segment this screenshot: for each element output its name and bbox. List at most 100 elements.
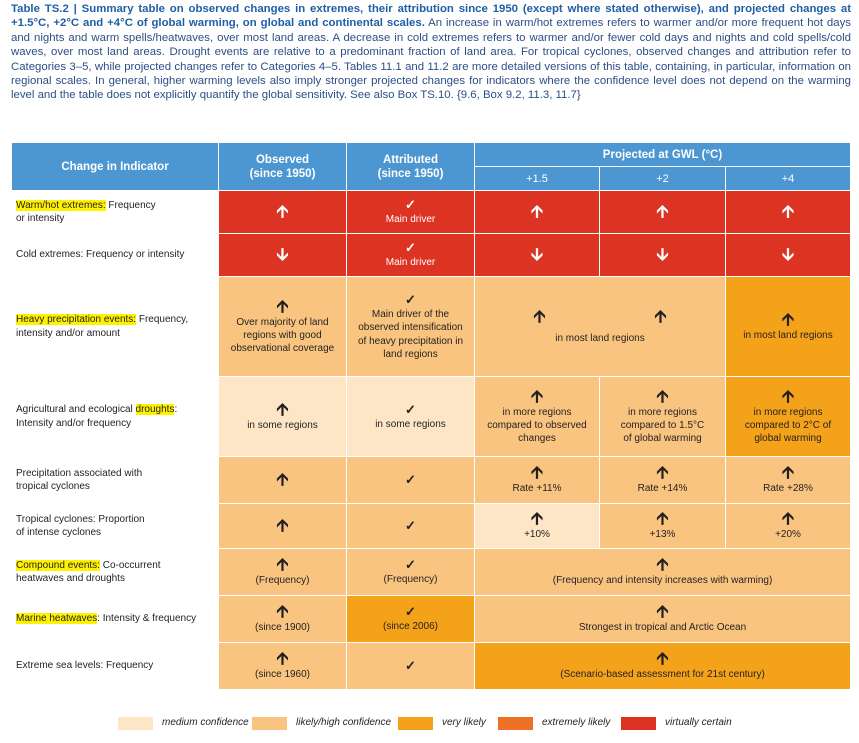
cell-observed: 🡩 [218, 503, 347, 549]
check-icon: ✓ [405, 240, 416, 256]
cell-attributed: ✓ in some regions [346, 376, 475, 457]
header-attributed: Attributed (since 1950) [346, 142, 475, 191]
arrow-up-icon: 🡩 [276, 202, 289, 221]
cell-gwl-4: 🡩 in most land regions [724, 276, 852, 377]
cell-gwl-2: 🡩 +13% [599, 503, 726, 549]
arrow-up-icon: 🡩 [656, 463, 669, 483]
cell-attributed: ✓ [346, 503, 475, 549]
row-heavy-precipitation: Heavy precipitation events: Frequency, in… [11, 276, 852, 377]
cell-gwl-2: 🡩 [599, 190, 726, 234]
arrow-down-icon: 🡫 [530, 245, 544, 264]
cell-gwl-4: 🡩 +20% [724, 503, 852, 549]
arrow-up-icon: 🡩 [276, 470, 289, 489]
confidence-legend: medium confidence likely/high confidence… [118, 716, 858, 732]
header-change-in-indicator: Change in Indicator [11, 142, 219, 191]
cell-gwl-4: 🡩 Rate +28% [724, 456, 852, 504]
header-gwl-2: +2 [599, 166, 726, 191]
arrow-up-icon: 🡩 [656, 386, 669, 406]
cell-observed: 🡩 (Frequency) [218, 548, 347, 596]
row-label: Tropical cyclones: Proportion of intense … [11, 503, 219, 549]
arrow-up-icon: 🡩 [530, 386, 544, 406]
arrow-up-icon: 🡩 [656, 555, 669, 575]
check-icon: ✓ [405, 401, 416, 417]
arrow-up-icon: 🡩 [781, 309, 795, 329]
check-icon: ✓ [405, 557, 416, 573]
cell-projected: 🡩 (Frequency and intensity increases with… [473, 548, 852, 596]
check-icon: ✓ [405, 197, 416, 213]
arrow-up-icon: 🡩 [781, 463, 795, 483]
cell-attributed: ✓ [346, 642, 475, 690]
cell-projected: 🡩 (Scenario-based assessment for 21st cen… [473, 642, 852, 690]
check-icon: ✓ [405, 472, 416, 487]
arrow-up-icon: 🡩 [656, 602, 669, 622]
cell-gwl-1-5: 🡩 [474, 190, 600, 234]
cell-gwl-2: 🡩 Rate +14% [599, 456, 726, 504]
row-tc-precipitation: Precipitation associated with tropical cy… [11, 456, 852, 504]
row-label: Compound events: Co-occurrent heatwaves a… [11, 548, 219, 596]
cell-gwl-4: 🡩 in more regions compared to 2°C of global… [724, 376, 852, 457]
arrow-up-icon: 🡩 [781, 386, 795, 406]
header-gwl-1-5: +1.5 [474, 166, 600, 191]
legend-swatch [118, 717, 153, 730]
row-extreme-sea-levels: Extreme sea levels: Frequency 🡩 (since 19… [11, 642, 852, 690]
cell-observed: 🡩 Over majority of land regions with good o… [218, 276, 347, 377]
row-tc-proportion: Tropical cyclones: Proportion of intense … [11, 503, 852, 549]
row-label: Marine heatwaves: Intensity & frequency [11, 595, 219, 643]
cell-attributed: ✓ Main driver [346, 233, 475, 277]
caption-title: Table TS.2 | Summary table on observed c… [11, 3, 851, 30]
cell-gwl-1-5: 🡩 Rate +11% [474, 456, 600, 504]
check-icon: ✓ [405, 604, 416, 620]
cell-gwl-1-5-and-2: 🡩 🡩 in most land regions [474, 276, 726, 377]
summary-table: Change in Indicator Observed (since 1950)… [11, 142, 852, 690]
header-projected-gwl: Projected at GWL (°C) [473, 142, 852, 167]
arrow-up-icon: 🡩 [276, 555, 289, 575]
row-label: Heavy precipitation events: Frequency, in… [11, 276, 219, 377]
cell-gwl-1-5: 🡩 +10% [474, 503, 600, 549]
cell-observed: 🡫 [218, 233, 347, 277]
arrow-up-icon: 🡩 [276, 649, 289, 669]
cell-gwl-2: 🡩 in more regions compared to 1.5°C of glob… [599, 376, 726, 457]
arrow-up-icon: 🡩 [276, 516, 289, 535]
row-compound-events: Compound events: Co-occurrent heatwaves a… [11, 548, 852, 596]
cell-observed: 🡩 [218, 190, 347, 234]
arrow-up-icon: 🡩 [276, 296, 289, 316]
arrow-up-icon: 🡩 [656, 509, 669, 529]
row-label: Warm/hot extremes: Frequency or intensity [11, 190, 219, 234]
cell-observed: 🡩 [218, 456, 347, 504]
table-caption: Table TS.2 | Summary table on observed c… [11, 2, 851, 103]
row-marine-heatwaves: Marine heatwaves: Intensity & frequency … [11, 595, 852, 643]
arrow-up-icon: 🡩 [781, 509, 795, 529]
row-label: Precipitation associated with tropical cy… [11, 456, 219, 504]
row-cold-extremes: Cold extremes: Frequency or intensity 🡫 … [11, 233, 852, 277]
arrow-up-icon: 🡩 [276, 602, 289, 622]
arrow-up-icon: 🡩 [530, 463, 544, 483]
arrow-up-icon: 🡩 [656, 202, 669, 221]
cell-projected: 🡩 Strongest in tropical and Arctic Ocean [473, 595, 852, 643]
cell-attributed: ✓ (Frequency) [346, 548, 475, 596]
row-droughts: Agricultural and ecological droughts: Int… [11, 376, 852, 457]
cell-gwl-1-5: 🡫 [474, 233, 600, 277]
cell-observed: 🡩 in some regions [218, 376, 347, 457]
row-label: Extreme sea levels: Frequency [11, 642, 219, 690]
cell-gwl-2: 🡫 [599, 233, 726, 277]
row-warm-hot-extremes: Warm/hot extremes: Frequency or intensity… [11, 190, 852, 234]
check-icon: ✓ [405, 658, 416, 673]
arrow-down-icon: 🡫 [656, 245, 669, 264]
check-icon: ✓ [405, 292, 416, 308]
row-label: Agricultural and ecological droughts: Int… [11, 376, 219, 457]
arrow-up-icon: 🡩 [781, 202, 795, 221]
arrow-up-icon: 🡩 [656, 649, 669, 669]
legend-swatch [398, 717, 433, 730]
row-label: Cold extremes: Frequency or intensity [11, 233, 219, 277]
arrow-up-icon: 🡩 [654, 306, 667, 326]
arrow-down-icon: 🡫 [781, 245, 795, 264]
cell-gwl-4: 🡩 [724, 190, 852, 234]
check-icon: ✓ [405, 518, 416, 533]
cell-observed: 🡩 (since 1900) [218, 595, 347, 643]
cell-observed: 🡩 (since 1960) [218, 642, 347, 690]
arrow-up-icon: 🡩 [530, 202, 544, 221]
arrow-down-icon: 🡫 [276, 245, 289, 264]
arrow-up-icon: 🡩 [276, 399, 289, 419]
legend-swatch [498, 717, 533, 730]
caption-body: An increase in warm/hot extremes refers … [11, 17, 851, 102]
